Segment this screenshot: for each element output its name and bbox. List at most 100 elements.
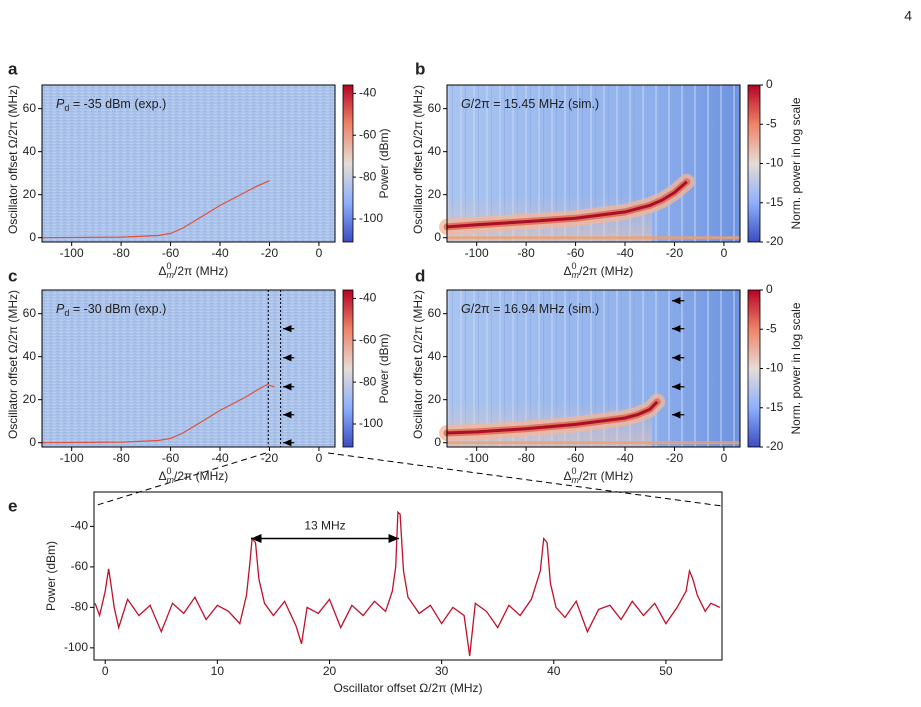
colorbar-tick-label: -100 [359, 416, 383, 430]
text-part: Δ [159, 264, 167, 278]
text-part: /2π (MHz) [174, 469, 228, 483]
y-tick-label: 20 [23, 392, 37, 406]
y-tick-label: 40 [23, 349, 37, 363]
y-tick-label: 40 [428, 349, 442, 363]
x-axis-label: Oscillator offset Ω/2π (MHz) [333, 681, 482, 695]
text-part: G [461, 97, 471, 111]
text-part: 0 [167, 466, 172, 476]
text-part: G [461, 302, 471, 316]
text-part: P [56, 97, 65, 111]
text-part: /2π (MHz) [579, 264, 633, 278]
panel-label: e [8, 496, 17, 515]
zoom-line [327, 452, 723, 507]
colorbar-label: Power (dBm) [377, 333, 391, 403]
x-tick-label: 30 [435, 664, 449, 678]
text-part: d [64, 103, 69, 113]
x-tick-label: -100 [465, 451, 489, 465]
text-part: = -30 dBm (exp.) [69, 302, 166, 316]
x-tick-label: 40 [547, 664, 561, 678]
panel-label: d [415, 266, 425, 285]
x-tick-label: 0 [316, 451, 323, 465]
text-part: m [167, 270, 175, 280]
annotation: G/2π = 15.45 MHz (sim.) [461, 97, 599, 111]
y-tick-label: 0 [29, 435, 36, 449]
colorbar [747, 289, 761, 448]
colorbar-tick-label: -5 [766, 321, 777, 335]
ridge [41, 180, 270, 239]
colorbar-tick-label: -10 [766, 361, 784, 375]
x-tick-label: -40 [211, 246, 229, 260]
text-part: Δ [564, 264, 572, 278]
annotation: Pd = -30 dBm (exp.) [56, 302, 166, 318]
panel-label: a [8, 59, 18, 78]
colorbar-tick-label: -15 [766, 195, 784, 209]
x-tick-label: -60 [162, 246, 180, 260]
spectrum-line [94, 510, 721, 657]
colorbar-label: Power (dBm) [377, 128, 391, 198]
annotation: Pd = -35 dBm (exp.) [56, 97, 166, 113]
y-tick-label: -40 [71, 519, 89, 533]
plot-frame [446, 289, 741, 448]
x-tick-label: -100 [60, 451, 84, 465]
colorbar-tick-label: -15 [766, 400, 784, 414]
text-part: /2π (MHz) [579, 469, 633, 483]
x-tick-label: -40 [616, 246, 634, 260]
text-part: m [167, 475, 175, 485]
colorbar-tick-label: -20 [766, 439, 784, 453]
x-tick-label: -60 [162, 451, 180, 465]
y-axis-label: Power (dBm) [44, 541, 58, 611]
annotation: 13 MHz [304, 519, 345, 533]
y-tick-label: -60 [71, 559, 89, 573]
annotation: G/2π = 16.94 MHz (sim.) [461, 302, 599, 316]
colorbar-tick-label: -20 [766, 234, 784, 248]
y-axis-label: Oscillator offset Ω/2π (MHz) [411, 290, 425, 439]
y-tick-label: 60 [428, 306, 442, 320]
y-tick-label: 20 [23, 187, 37, 201]
panel-label: b [415, 59, 425, 78]
text-part: d [64, 308, 69, 318]
text-part: 0 [572, 261, 577, 271]
text-part: /2π = 16.94 MHz (sim.) [471, 302, 599, 316]
x-tick-label: -80 [517, 451, 535, 465]
plot-frame [41, 84, 336, 243]
text-part: = -35 dBm (exp.) [69, 97, 166, 111]
x-tick-label: 0 [316, 246, 323, 260]
text-part: m [572, 475, 580, 485]
x-tick-label: 20 [323, 664, 337, 678]
y-tick-label: 40 [428, 144, 442, 158]
y-axis-label: Oscillator offset Ω/2π (MHz) [6, 85, 20, 234]
colorbar-tick-label: -10 [766, 156, 784, 170]
x-axis-label: Δ0 m/2π (MHz) [564, 261, 634, 280]
y-tick-label: 0 [29, 230, 36, 244]
y-tick-label: 20 [428, 187, 442, 201]
colorbar-tick-label: 0 [766, 282, 773, 296]
x-tick-label: -20 [666, 451, 684, 465]
x-tick-label: -40 [211, 451, 229, 465]
x-tick-label: 0 [102, 664, 109, 678]
colorbar-label: Norm. power in log scale [789, 97, 803, 229]
y-tick-label: 60 [23, 101, 37, 115]
text-part: m [572, 270, 580, 280]
x-tick-label: 0 [721, 246, 728, 260]
x-tick-label: -80 [517, 246, 535, 260]
colorbar-tick-label: -40 [359, 291, 377, 305]
y-tick-label: 20 [428, 392, 442, 406]
y-axis-label: Oscillator offset Ω/2π (MHz) [411, 85, 425, 234]
x-tick-label: -20 [261, 246, 279, 260]
colorbar-tick-label: -40 [359, 86, 377, 100]
plot-frame [93, 491, 723, 661]
heatmap-background [42, 290, 335, 447]
text-part: /2π = 15.45 MHz (sim.) [471, 97, 599, 111]
text-part: P [56, 302, 65, 316]
colorbar-tick-label: 0 [766, 77, 773, 91]
colorbar [747, 84, 761, 243]
x-axis-label: Δ0 m/2π (MHz) [564, 466, 634, 485]
y-tick-label: -100 [64, 640, 88, 654]
colorbar-label: Norm. power in log scale [789, 302, 803, 434]
y-tick-label: 0 [434, 230, 441, 244]
x-tick-label: -100 [465, 246, 489, 260]
text-part: Δ [564, 469, 572, 483]
text-part: /2π (MHz) [174, 264, 228, 278]
y-tick-label: -80 [71, 600, 89, 614]
